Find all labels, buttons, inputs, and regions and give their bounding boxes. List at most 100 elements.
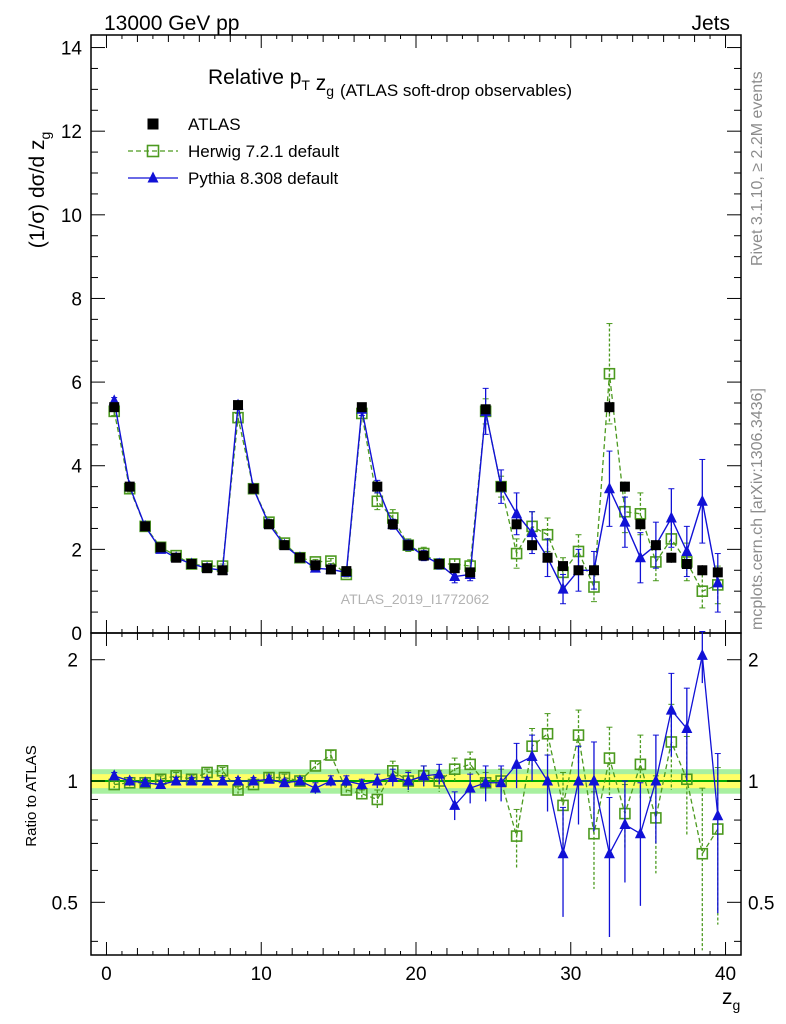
data-point bbox=[712, 576, 724, 588]
ratio-point bbox=[155, 778, 167, 790]
data-point bbox=[588, 565, 599, 576]
legend-label: ATLAS bbox=[188, 115, 241, 134]
ratio-frame bbox=[90, 632, 742, 956]
ratio-point bbox=[526, 750, 538, 762]
ratio-point bbox=[294, 774, 306, 786]
data-point bbox=[263, 519, 274, 530]
ratio-point bbox=[495, 776, 507, 788]
y-tick-label: 12 bbox=[61, 122, 82, 143]
side-label-top: Rivet 3.1.10, ≥ 2.2M events bbox=[749, 71, 766, 266]
ratio-point bbox=[603, 847, 615, 859]
data-point bbox=[372, 481, 383, 492]
legend-entry: Pythia 8.308 default bbox=[128, 169, 339, 188]
ratio-point bbox=[464, 758, 476, 771]
y-tick-label: 10 bbox=[61, 206, 82, 227]
legend-marker bbox=[147, 118, 159, 130]
data-point bbox=[635, 519, 646, 530]
ratio-point bbox=[170, 774, 182, 786]
data-point bbox=[558, 561, 569, 572]
data-point bbox=[418, 550, 429, 561]
ratio-point bbox=[510, 830, 523, 842]
ratio-tick-label-left: 2 bbox=[67, 651, 78, 672]
x-tick-label: 40 bbox=[715, 964, 736, 985]
data-point bbox=[542, 552, 553, 563]
data-point bbox=[109, 402, 120, 413]
data-point bbox=[155, 542, 166, 553]
data-point bbox=[511, 507, 523, 519]
ratio-point bbox=[433, 767, 445, 779]
ratio-point bbox=[248, 774, 259, 786]
y-tick-label: 4 bbox=[71, 457, 82, 478]
data-point bbox=[511, 519, 522, 530]
ratio-point bbox=[573, 774, 584, 786]
ratio-point bbox=[448, 763, 461, 775]
data-point bbox=[665, 511, 677, 523]
data-point bbox=[217, 565, 228, 576]
data-point bbox=[248, 483, 259, 494]
data-point bbox=[634, 551, 646, 563]
ratio-point bbox=[480, 776, 492, 788]
x-tick-label: 10 bbox=[251, 964, 272, 985]
svg-text:zg: zg bbox=[722, 986, 740, 1013]
ratio-point bbox=[650, 774, 662, 786]
data-point bbox=[341, 566, 352, 577]
x-tick-label: 30 bbox=[560, 964, 581, 985]
ratio-tick-label-right: 1 bbox=[748, 772, 759, 793]
data-point bbox=[603, 367, 616, 380]
ratio-point bbox=[232, 774, 244, 786]
data-point bbox=[712, 567, 723, 578]
data-point bbox=[510, 547, 523, 560]
ratio-line bbox=[114, 655, 719, 856]
data-point bbox=[681, 559, 692, 569]
ratio-point bbox=[402, 774, 414, 786]
data-point bbox=[557, 582, 569, 594]
ratio-point bbox=[542, 774, 554, 786]
legend-marker bbox=[146, 144, 160, 158]
ratio-point bbox=[603, 752, 616, 764]
data-point bbox=[604, 402, 615, 413]
ratio-tick-label-left: 0.5 bbox=[52, 893, 78, 914]
data-point bbox=[371, 495, 384, 508]
data-point bbox=[573, 565, 584, 576]
ratio-point bbox=[696, 648, 708, 660]
ratio-point bbox=[696, 847, 709, 860]
data-point bbox=[496, 481, 507, 492]
data-point bbox=[403, 540, 414, 551]
ratio-point bbox=[340, 774, 352, 786]
data-point bbox=[310, 560, 321, 571]
ratio-point bbox=[387, 771, 399, 783]
data-point bbox=[527, 540, 538, 551]
data-point bbox=[186, 559, 197, 569]
ratio-tick-label-left: 1 bbox=[67, 772, 78, 793]
ratio-point bbox=[418, 769, 430, 781]
analysis-label: ATLAS_2019_I1772062 bbox=[341, 591, 490, 607]
ratio-tick-label-right: 2 bbox=[748, 651, 759, 672]
y-tick-label: 8 bbox=[71, 289, 82, 310]
ratio-point bbox=[325, 749, 337, 761]
ratio-plot: 0.5 0.5 1 1 2 2 bbox=[52, 631, 774, 956]
ratio-point bbox=[356, 778, 368, 790]
header-right: Jets bbox=[691, 12, 730, 35]
ratio-point bbox=[371, 793, 384, 806]
data-point bbox=[650, 540, 661, 551]
ratio-point bbox=[325, 774, 337, 786]
ratio-point bbox=[108, 769, 120, 781]
data-point bbox=[325, 564, 336, 575]
data-point bbox=[387, 519, 398, 530]
ratio-point bbox=[278, 776, 290, 788]
data-point bbox=[233, 400, 244, 411]
ratio-point bbox=[557, 847, 569, 859]
data-point bbox=[294, 552, 305, 563]
ratio-point bbox=[201, 774, 213, 786]
ratio-point bbox=[371, 774, 383, 786]
x-tick-label: 0 bbox=[101, 964, 112, 985]
ratio-point bbox=[665, 703, 677, 715]
header-left: 13000 GeV pp bbox=[104, 12, 239, 35]
y-tick-label: 14 bbox=[61, 39, 83, 60]
svg-text:Relative pT zg (ATLAS soft-dro: Relative pT zg (ATLAS soft-drop observab… bbox=[208, 66, 572, 101]
series-atlas bbox=[109, 400, 723, 578]
ratio-point bbox=[309, 760, 322, 772]
y-axis-title: (1/σ) dσ/d zg bbox=[26, 132, 53, 249]
